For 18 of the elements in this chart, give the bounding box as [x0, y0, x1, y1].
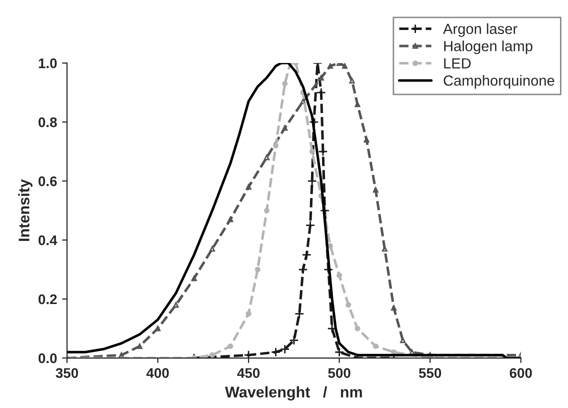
x-axis-title: Wavelenght / nm	[225, 386, 362, 401]
y-axis-title: Intensity	[18, 179, 32, 241]
x-tick-label: 500	[328, 368, 350, 378]
legend-label: LED	[444, 58, 471, 68]
y-tick-label: 0.8	[38, 117, 57, 128]
legend-label: Camphorquinone	[444, 75, 554, 89]
x-tick-label: 600	[510, 368, 532, 378]
x-tick-label: 400	[146, 368, 169, 378]
legend-label: Halogen lamp	[444, 40, 532, 54]
x-tick-label: 450	[237, 368, 260, 378]
y-tick-label: 0.6	[38, 176, 57, 186]
y-tick-label: 0.4	[38, 235, 58, 246]
y-tick-label: 0.2	[38, 294, 57, 304]
legend-label: Argon laser	[443, 23, 518, 37]
x-tick-label: 550	[418, 368, 442, 378]
y-tick-label: 0.0	[38, 353, 57, 364]
y-tick-label: 1.0	[38, 58, 57, 68]
x-tick-label: 350	[56, 368, 78, 378]
